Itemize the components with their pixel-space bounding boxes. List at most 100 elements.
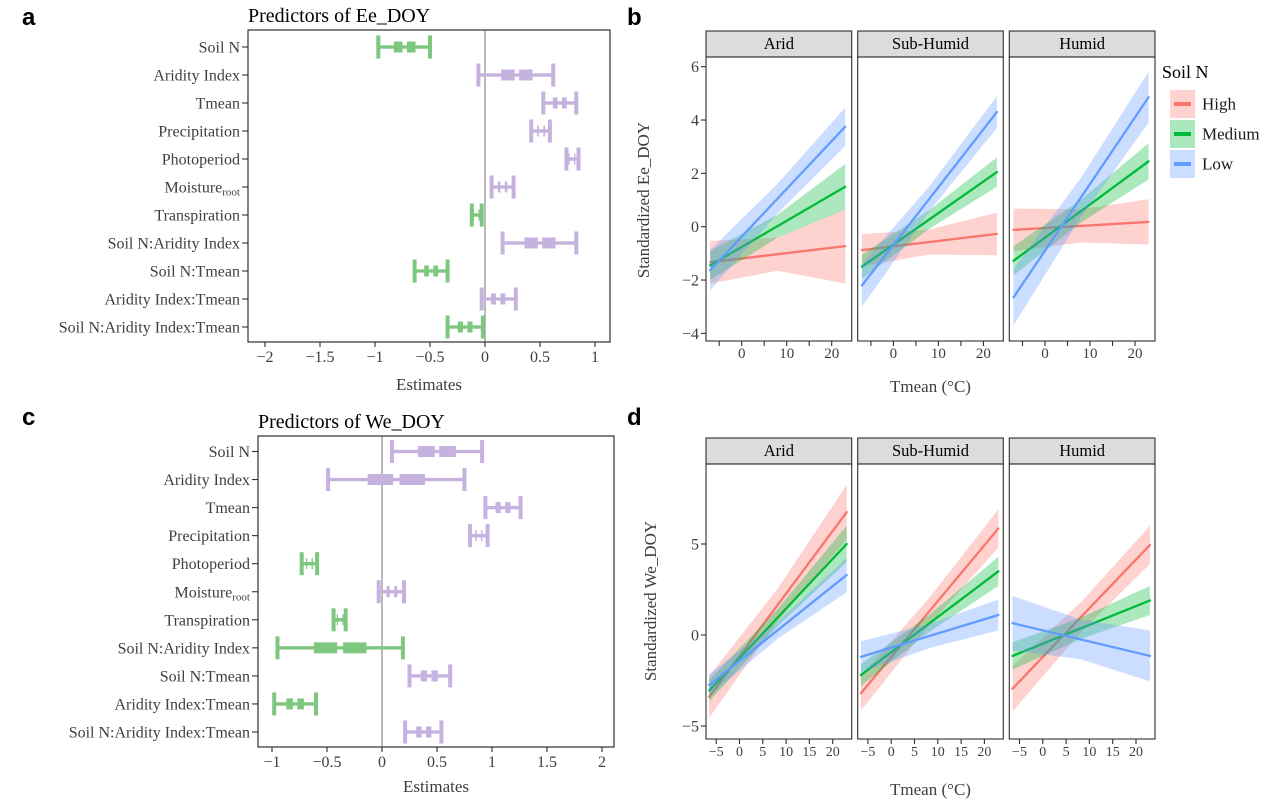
ci-cap (445, 259, 450, 283)
estimate-bar (537, 125, 539, 137)
facet-strip-label: Sub-Humid (892, 34, 970, 53)
facet-border (1008, 463, 1156, 740)
x-axis-title: Estimates (403, 777, 469, 796)
estimate-bar (568, 153, 570, 165)
ci-whisker (566, 157, 579, 161)
estimate-bar (519, 69, 533, 81)
x-tick-label: 10 (779, 346, 794, 362)
facet-strip-label: Arid (764, 34, 795, 53)
ci-cap (468, 524, 472, 548)
confidence-ribbon-low (861, 96, 997, 307)
estimate-bar (497, 181, 501, 193)
regression-line-low (1012, 96, 1150, 299)
ci-whisker (478, 73, 554, 77)
ci-cap (469, 203, 474, 227)
ci-cap (564, 147, 569, 171)
forest-row: Precipitation (168, 524, 490, 548)
forest-row: Precipitation (158, 119, 552, 143)
estimate-bar (342, 614, 344, 626)
regression-line-low (859, 613, 1000, 658)
ci-cap (479, 287, 484, 311)
ci-whisker (378, 45, 430, 49)
row-label: Aridity Index:Tmean (104, 292, 240, 309)
facet-plot-area (709, 107, 847, 291)
y-axis-title: Standardized We_DOY (641, 521, 660, 681)
regression-line-high (860, 232, 999, 252)
confidence-ribbon-low (709, 557, 847, 696)
x-tick-label: 15 (802, 745, 816, 760)
regression-line-high (709, 245, 847, 264)
ci-whisker (333, 618, 346, 622)
forest-row: Aridity Index:Tmean (104, 287, 518, 311)
y-axis-title: Standardized Ee_DOY (634, 122, 653, 278)
regression-line-high (859, 527, 1000, 695)
x-tick-label: −1 (263, 754, 280, 771)
estimate-bar (394, 586, 398, 598)
ci-cap (483, 496, 488, 520)
row-label: Aridity Index:Tmean (114, 696, 250, 713)
estimate-bar (504, 181, 508, 193)
y-tick-label: −2 (682, 273, 699, 290)
regression-line-medium (1012, 160, 1150, 262)
row-label: Tmean (206, 500, 250, 517)
estimate-bar (542, 237, 556, 249)
x-tick-label: 20 (824, 346, 839, 362)
x-tick-label: 0 (736, 745, 743, 760)
legend-title: Soil N (1162, 62, 1209, 82)
row-label: Soil N (199, 40, 241, 57)
x-tick-label: 10 (931, 346, 946, 362)
row-label: Moistureroot (164, 180, 240, 199)
facet-plot-area (708, 484, 848, 718)
estimate-bar (426, 726, 432, 738)
x-tick-label: 10 (1083, 346, 1098, 362)
ci-whisker (481, 297, 516, 301)
x-tick-label: 0 (1041, 346, 1049, 362)
row-label: Photoperiod (172, 556, 250, 573)
x-tick-label: −5 (860, 745, 875, 760)
y-tick-label: 6 (691, 59, 699, 76)
row-label: Precipitation (168, 528, 250, 545)
facet-strip-label: Arid (764, 441, 795, 460)
x-tick-label: −0.5 (415, 349, 444, 366)
facet-strip-label: Humid (1059, 441, 1106, 460)
x-tick-label: 0 (378, 754, 386, 771)
chart-title: Predictors of We_DOY (258, 411, 445, 433)
forest-row: Soil N:Aridity Index (108, 231, 579, 255)
facet-strip (705, 437, 853, 465)
ci-whisker (491, 185, 514, 189)
plot-border (257, 435, 615, 748)
row-label: Soil N:Tmean (150, 264, 240, 281)
ci-cap (331, 608, 336, 632)
facet-Arid: Arid 0 10 20 (705, 30, 853, 362)
x-tick-label: 10 (931, 745, 945, 760)
ci-cap (574, 91, 579, 115)
row-label: Aridity Index (163, 472, 250, 489)
regression-line-medium (709, 185, 847, 267)
forest-row: Tmean (206, 496, 523, 520)
legend-key-line-high (1174, 102, 1191, 106)
legend-key-line-low (1174, 162, 1191, 166)
estimate-bar (424, 265, 429, 277)
estimate-bar (433, 265, 439, 277)
estimate-bar (543, 125, 546, 137)
facet-border (705, 463, 853, 740)
ci-cap (376, 580, 381, 604)
panel-letter-d: d (627, 404, 642, 431)
estimate-bar (431, 670, 438, 682)
estimate-bar (467, 321, 473, 333)
facet-Humid: Humid −5 0 5 10 15 20 (1008, 437, 1156, 760)
x-tick-label: 1.5 (537, 754, 557, 771)
ci-cap (529, 119, 534, 143)
estimate-bar (481, 530, 483, 542)
ci-whisker (414, 269, 448, 273)
confidence-ribbon-high (861, 212, 997, 267)
ci-whisker (471, 213, 482, 217)
panel-letter-c: c (22, 404, 36, 431)
ci-cap (480, 315, 485, 339)
ci-cap (402, 580, 406, 604)
estimate-bar (416, 726, 422, 738)
x-tick-label: 10 (1082, 745, 1096, 760)
forest-row: Tmean (196, 91, 579, 115)
facet-strip (1008, 30, 1156, 58)
